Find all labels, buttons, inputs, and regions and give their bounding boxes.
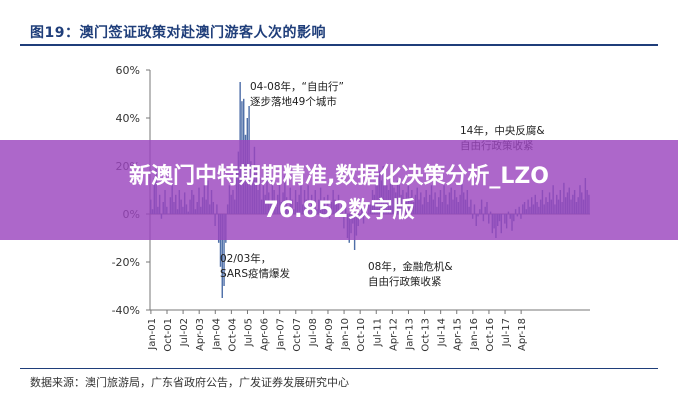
overlay-banner-text: 新澳门中特期期精准,数据化决策分析_LZO 76.852数字版 [0,160,678,228]
x-tick-label: Jul-11 [372,318,383,347]
title-rule [20,44,658,46]
source-rule [20,368,658,369]
x-tick-label: Jan-04 [211,318,222,351]
x-tick-label: Oct-16 [485,318,496,352]
annotation-text: 04-08年，“自由行” [250,80,344,93]
x-tick-label: Apr-06 [260,318,271,351]
x-tick-label: Apr-09 [324,318,335,351]
x-tick-label: Oct-10 [356,318,367,352]
y-tick-label: -20% [112,256,140,269]
x-tick-label: Jul-02 [179,318,190,347]
data-bar [221,214,223,298]
overlay-line-1: 新澳门中特期期精准,数据化决策分析_LZO [128,164,550,189]
annotation-text: 逐步落地49个城市 [250,95,337,108]
x-tick-label: Jul-14 [437,318,448,347]
x-tick-label: Oct-13 [421,318,432,352]
annotation-text: SARS疫情爆发 [220,267,291,280]
x-tick-label: Jul-17 [501,318,512,347]
x-tick-label: Apr-03 [195,318,206,351]
x-tick-label: Jan-16 [469,318,480,351]
x-tick-label: Jan-07 [276,318,287,351]
x-tick-label: Jul-05 [243,318,254,347]
x-tick-label: Apr-18 [517,318,528,351]
annotation-text: 自由行政策收紧 [368,275,442,288]
figure-title: 图19：澳门签证政策对赴澳门游客人次的影响 [30,25,326,41]
y-tick-label: -40% [112,304,140,317]
x-tick-label: Oct-01 [163,318,174,352]
x-tick-label: Jan-01 [147,318,158,351]
y-tick-label: 40% [116,112,140,125]
x-tick-label: Jan-13 [404,318,415,351]
annotation-text: 14年，中央反腐& [460,124,545,137]
x-tick-label: Oct-04 [227,318,238,352]
overlay-banner [0,140,678,240]
data-bar [223,214,225,286]
x-tick-label: Apr-12 [388,318,399,351]
annotation-text: 08年，金融危机& [368,260,453,273]
annotation-text: 02/03年， [220,252,271,265]
x-tick-label: Jan-10 [340,318,351,351]
x-tick-label: Oct-07 [292,318,303,352]
data-source: 数据来源：澳门旅游局，广东省政府公告，广发证券发展研究中心 [30,376,349,389]
x-tick-label: Apr-15 [453,318,464,351]
overlay-line-2: 76.852数字版 [263,198,415,223]
x-tick-label: Jul-08 [308,318,319,347]
data-bar [219,214,222,267]
y-tick-label: 60% [116,64,140,77]
